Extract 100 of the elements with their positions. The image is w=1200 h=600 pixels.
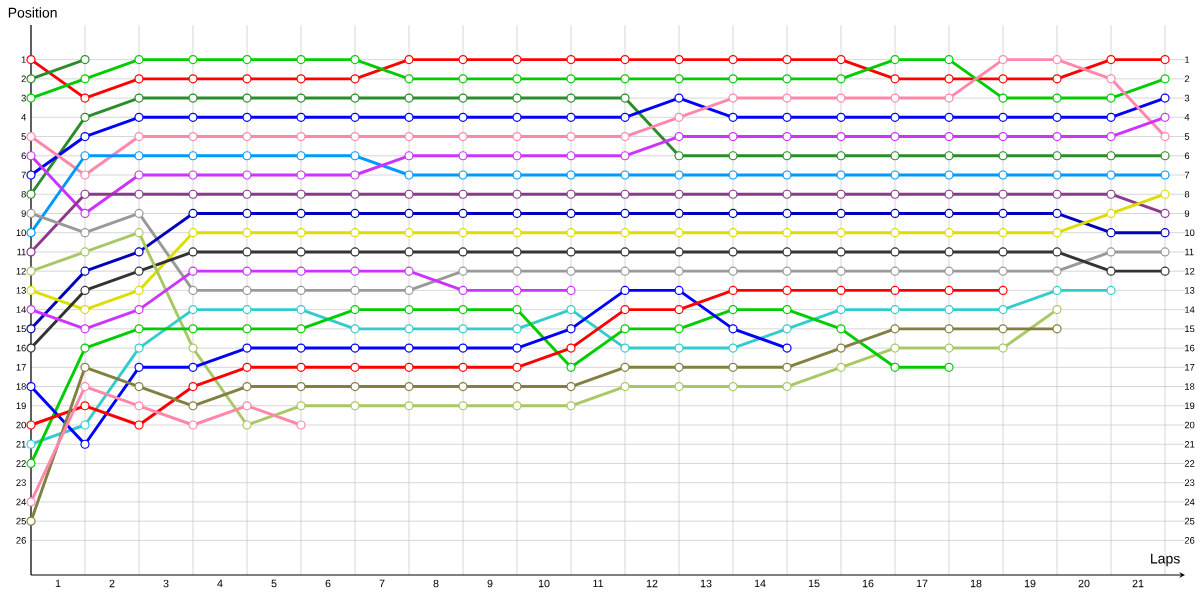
point [512, 305, 522, 315]
point [836, 112, 846, 122]
point [566, 208, 576, 219]
point [404, 208, 414, 219]
point [998, 266, 1008, 276]
point [998, 131, 1008, 142]
point [566, 324, 576, 334]
x-tick-label: 5 [271, 579, 277, 588]
point [404, 151, 414, 161]
point [512, 228, 522, 238]
point [782, 324, 792, 334]
point [80, 55, 90, 65]
x-tick-label: 8 [433, 579, 439, 588]
point [242, 74, 252, 84]
point [242, 324, 252, 334]
x-tick-label: 10 [538, 579, 550, 588]
point [620, 343, 630, 353]
y-tick-label: 21 [16, 440, 26, 448]
point [512, 324, 522, 334]
point [1052, 324, 1062, 334]
y2-tick-label: 5 [1184, 133, 1190, 140]
point [404, 55, 414, 65]
y-tick-label: 17 [16, 364, 26, 371]
point [188, 343, 198, 353]
point [674, 93, 684, 103]
point [188, 189, 198, 199]
point [26, 458, 36, 469]
point [836, 74, 846, 84]
point [350, 324, 360, 334]
point [188, 247, 198, 257]
point [350, 74, 360, 84]
y2-tick-label: 8 [1184, 190, 1190, 198]
point [404, 247, 414, 257]
point [188, 55, 198, 65]
x-tick-label: 4 [217, 579, 223, 588]
point [134, 305, 144, 315]
point [458, 285, 468, 295]
y2-tick-label: 11 [1185, 248, 1194, 256]
point [188, 170, 198, 180]
point [890, 266, 900, 276]
x-tick-label: 12 [646, 579, 658, 588]
point [1052, 74, 1062, 84]
point [1052, 208, 1062, 219]
point [404, 324, 414, 334]
point [836, 285, 846, 295]
point [728, 343, 738, 353]
y2-tick-label: 3 [1184, 94, 1190, 102]
point [728, 93, 738, 103]
point [512, 131, 522, 142]
point [188, 420, 198, 430]
point [728, 381, 738, 392]
point [944, 343, 954, 353]
y-tick-label: 16 [16, 344, 26, 352]
point [80, 401, 90, 411]
point [998, 247, 1008, 257]
point [890, 285, 900, 295]
point [998, 208, 1008, 219]
point [350, 170, 360, 180]
y-tick-label: 1 [21, 56, 26, 63]
point [242, 93, 252, 103]
point [1106, 93, 1116, 103]
point [26, 151, 36, 161]
point [836, 189, 846, 199]
point [944, 228, 954, 238]
point [350, 208, 360, 219]
point [1052, 228, 1062, 238]
point [296, 228, 306, 238]
point [188, 151, 198, 161]
point [566, 55, 576, 65]
point [458, 151, 468, 161]
point [1106, 266, 1116, 276]
point [80, 381, 90, 392]
point [782, 285, 792, 295]
point [188, 208, 198, 219]
point [296, 401, 306, 411]
y-tick-label: 6 [21, 152, 26, 160]
point [674, 305, 684, 315]
point [458, 208, 468, 219]
point [620, 151, 630, 161]
x-tick-label: 13 [700, 579, 712, 588]
point [296, 343, 306, 353]
point [782, 74, 792, 84]
y2-tick-label: 9 [1184, 210, 1190, 217]
point [1160, 55, 1170, 65]
point [728, 285, 738, 295]
point [512, 247, 522, 257]
point [134, 343, 144, 353]
point [728, 55, 738, 65]
point [350, 93, 360, 103]
point [1106, 55, 1116, 65]
point [80, 305, 90, 315]
point [728, 305, 738, 315]
point [296, 74, 306, 84]
point [566, 170, 576, 180]
point [26, 228, 36, 238]
point [80, 324, 90, 334]
point [890, 324, 900, 334]
point [674, 189, 684, 199]
point [134, 266, 144, 276]
y-tick-label: 5 [21, 133, 26, 140]
